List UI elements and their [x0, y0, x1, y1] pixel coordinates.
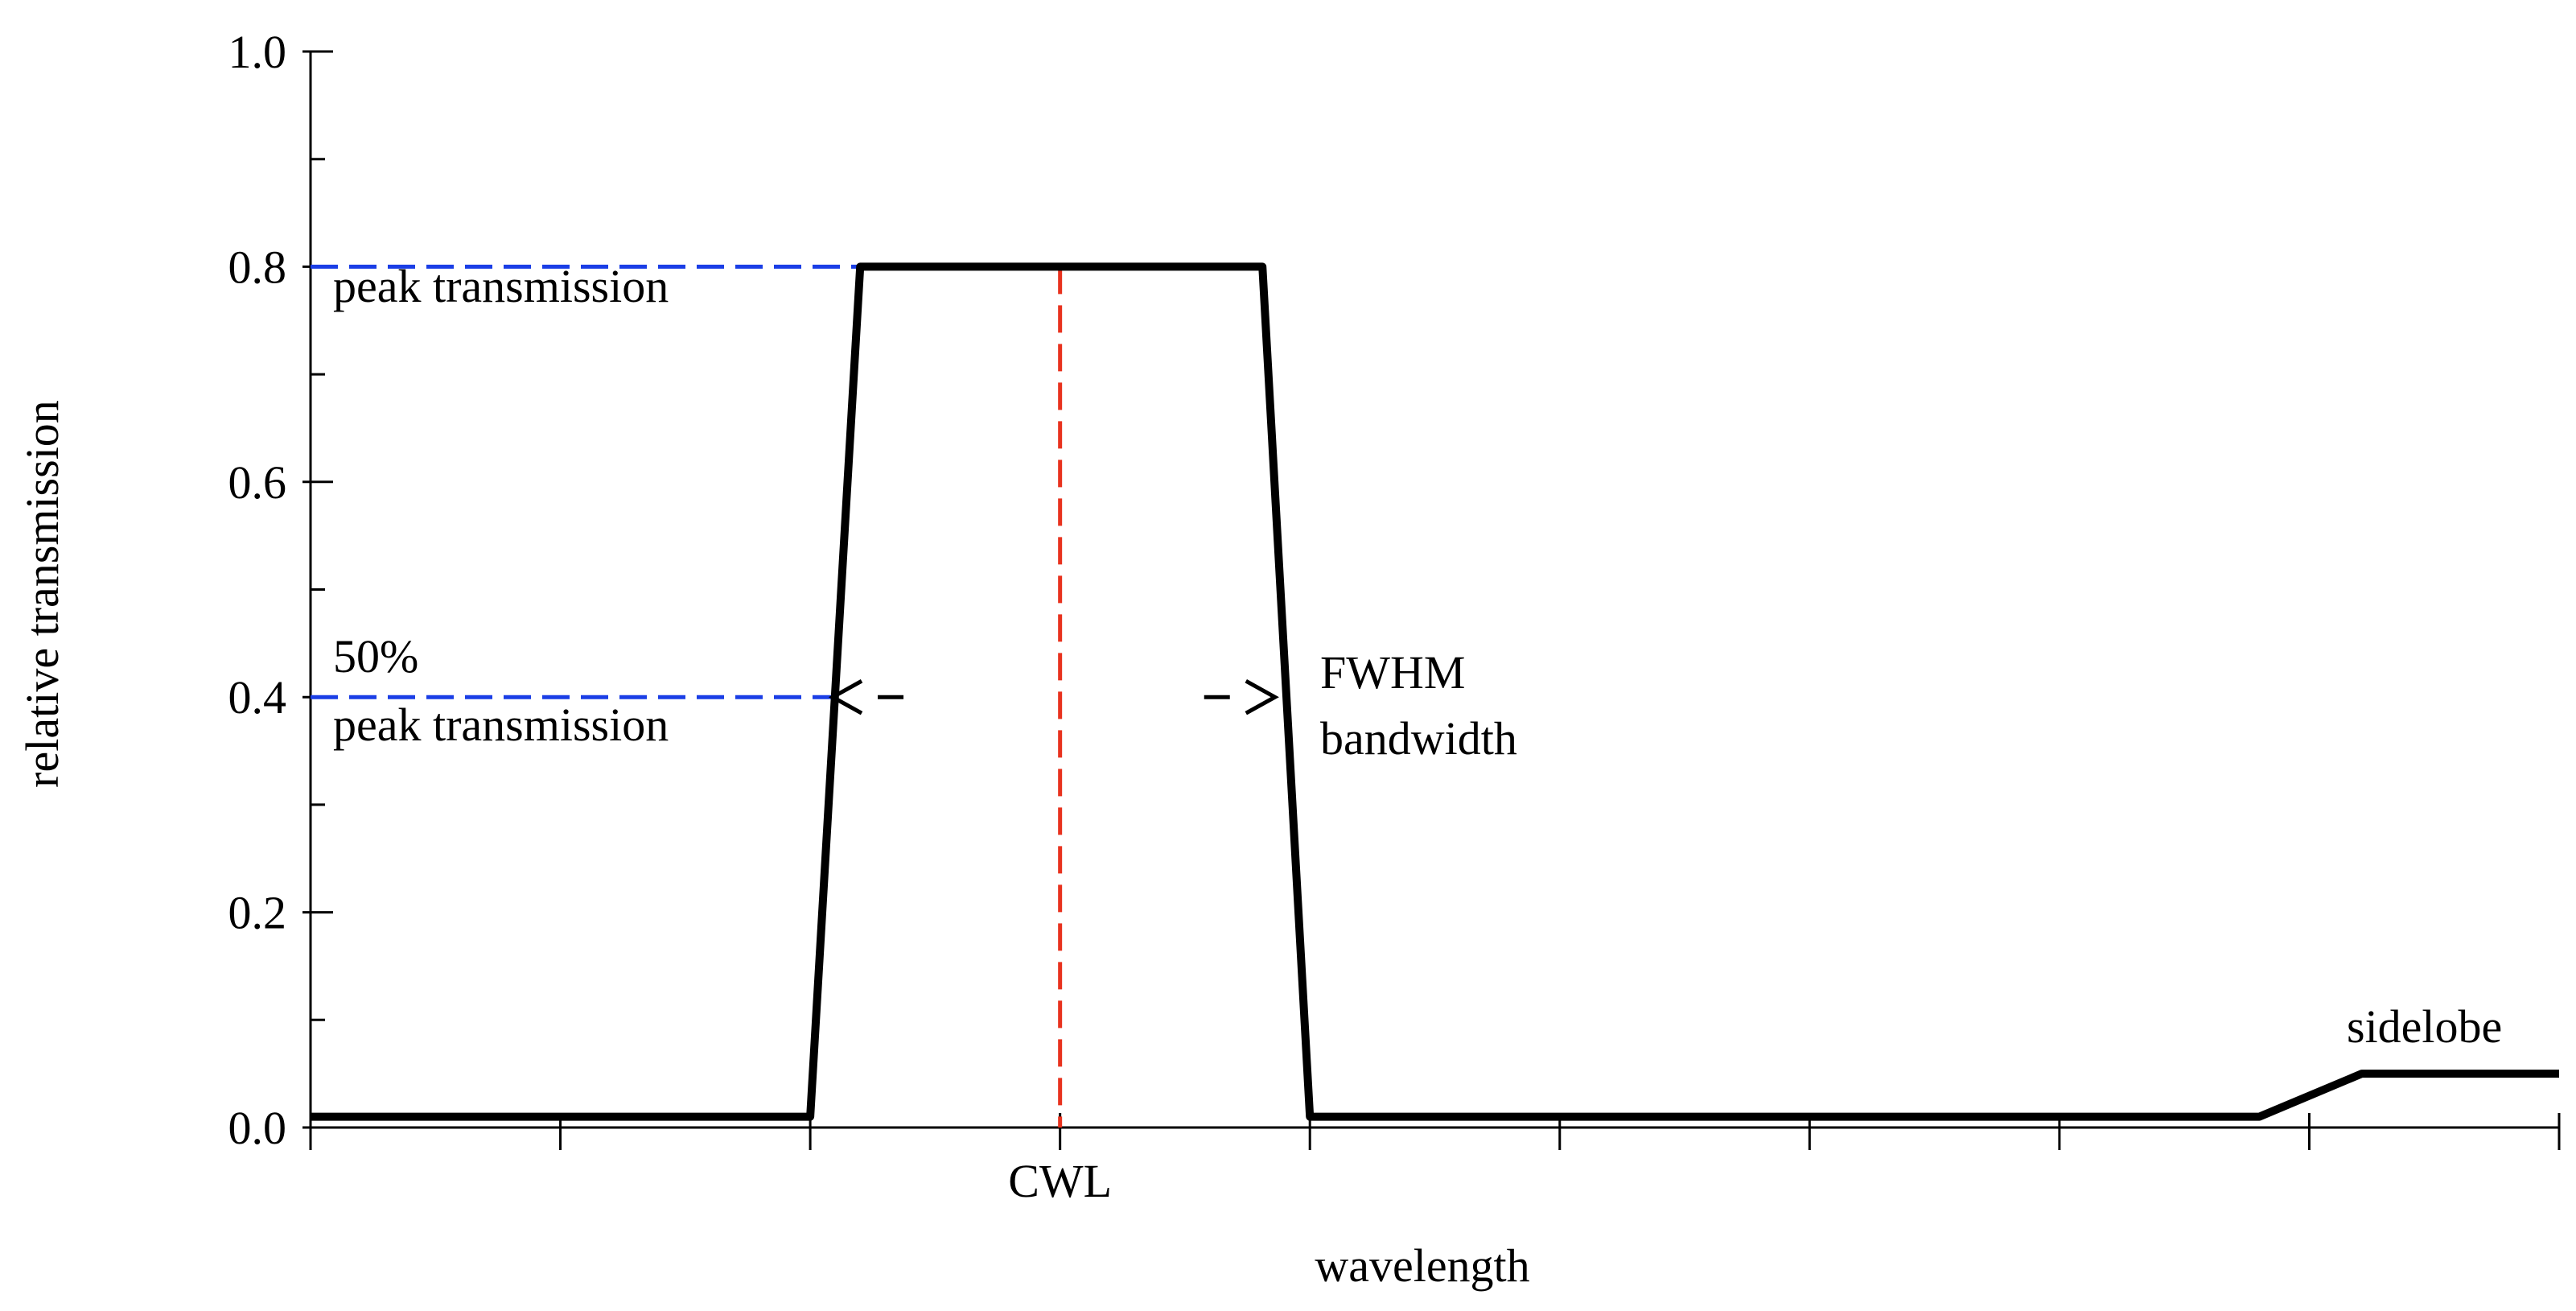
y-tick-label: 0.8 [228, 241, 287, 293]
sidelobe-label: sidelobe [2347, 1000, 2502, 1053]
y-tick-label: 1.0 [228, 26, 287, 78]
y-tick-label: 0.2 [228, 887, 287, 939]
half-label: peak transmission [333, 699, 669, 751]
fwhm-arrow-right [1245, 679, 1279, 715]
fwhm-label: FWHM [1320, 646, 1465, 699]
cwl-label: CWL [1008, 1155, 1112, 1207]
peak-label: peak transmission [333, 260, 669, 312]
fwhm-arrow-left [828, 679, 863, 715]
y-tick-label: 0.4 [228, 671, 287, 724]
x-axis-label: wavelength [1315, 1239, 1529, 1292]
transmission-line [311, 262, 2559, 1121]
y-axis-label: relative transmission [16, 400, 68, 788]
half-label: 50% [333, 630, 418, 682]
y-tick-label: 0.0 [228, 1102, 287, 1154]
fwhm-label: bandwidth [1320, 712, 1517, 765]
y-tick-label: 0.6 [228, 456, 287, 509]
